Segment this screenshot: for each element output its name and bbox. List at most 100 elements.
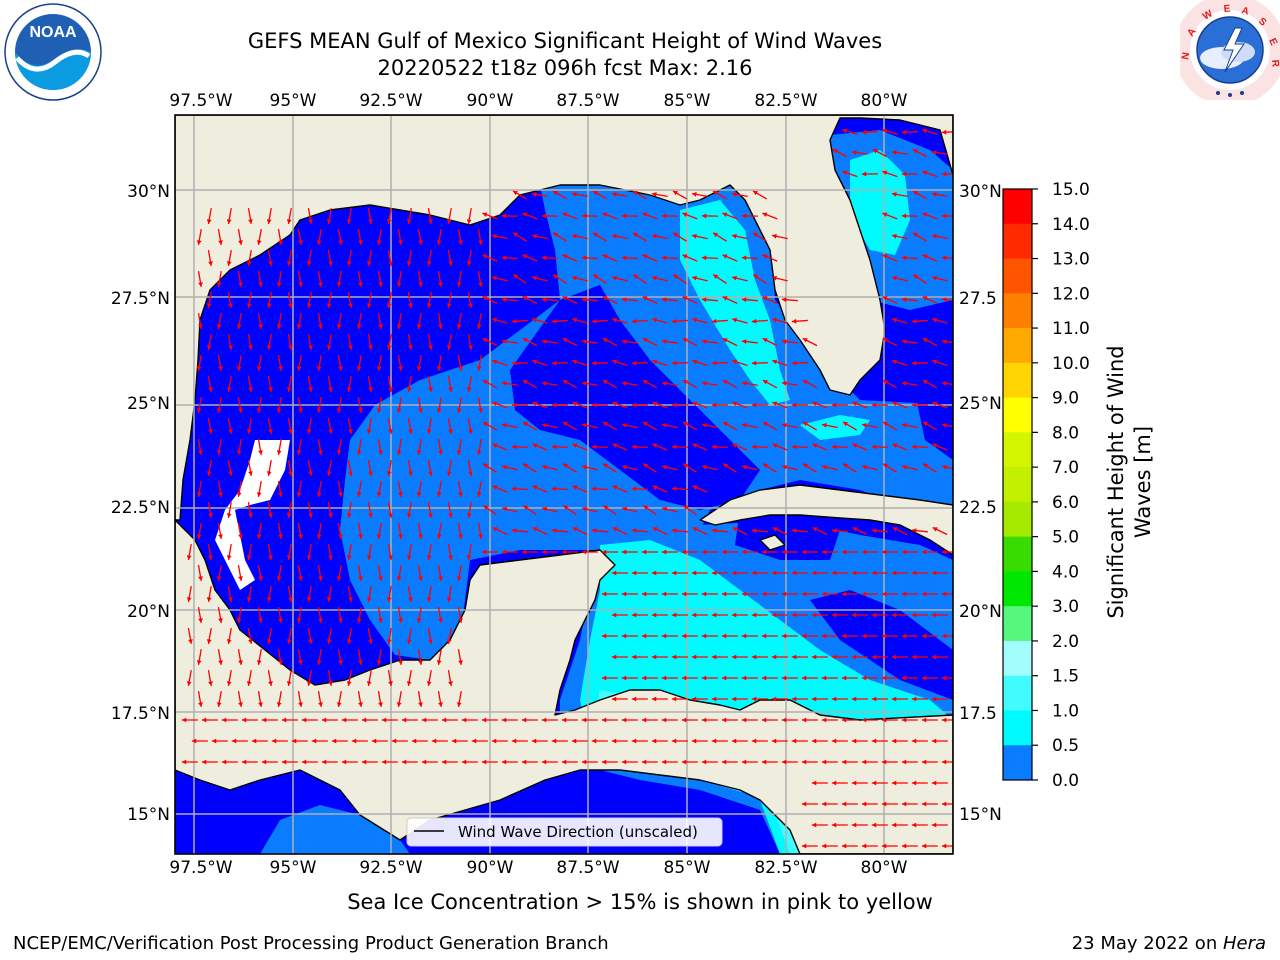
wave-arrow-head bbox=[751, 444, 757, 450]
wave-arrow-head bbox=[791, 696, 797, 702]
wave-arrow-head bbox=[921, 549, 927, 555]
lon-tick-bottom: 92.5°W bbox=[359, 858, 422, 878]
wave-arrow-head bbox=[436, 660, 442, 665]
wave-arrow-head bbox=[398, 240, 403, 245]
wave-arrow-head bbox=[651, 738, 657, 744]
wave-arrow-head bbox=[601, 591, 607, 597]
wave-arrow-head bbox=[843, 463, 849, 469]
wave-arrow-head bbox=[652, 527, 658, 532]
wave-arrow-head bbox=[522, 421, 528, 427]
wave-arrow-head bbox=[426, 597, 432, 602]
wave-arrow-head bbox=[358, 660, 363, 665]
lon-tick-top: 85°W bbox=[664, 91, 711, 111]
wave-arrow-head bbox=[761, 717, 767, 723]
wave-arrow-head bbox=[346, 513, 352, 518]
colorbar-segment bbox=[1003, 501, 1032, 538]
wave-arrow-head bbox=[318, 576, 323, 581]
wave-arrow-head bbox=[751, 570, 757, 576]
wave-arrow-head bbox=[351, 738, 357, 744]
wave-arrow-head bbox=[901, 129, 907, 135]
wave-arrow-head bbox=[842, 421, 848, 427]
wave-arrow-head bbox=[328, 429, 333, 434]
wave-arrow-head bbox=[761, 633, 767, 639]
wave-arrow-head bbox=[673, 232, 679, 238]
wave-arrow-head bbox=[562, 254, 568, 259]
wave-arrow-head bbox=[561, 759, 567, 765]
wave-arrow-head bbox=[306, 681, 312, 686]
wave-arrow-head bbox=[572, 317, 578, 323]
wave-arrow-head bbox=[751, 402, 757, 408]
wave-arrow-head bbox=[396, 702, 402, 707]
lat-tick-right: 15°N bbox=[959, 805, 1002, 825]
wave-arrow-head bbox=[671, 654, 677, 660]
wave-arrow-head bbox=[871, 696, 877, 702]
wave-arrow-head bbox=[711, 612, 717, 618]
wave-arrow-head bbox=[642, 338, 648, 343]
wave-arrow-head bbox=[671, 402, 677, 408]
wave-arrow-head bbox=[581, 255, 587, 261]
wave-arrow-head bbox=[931, 780, 937, 786]
wave-arrow-head bbox=[398, 534, 403, 539]
wave-arrow-head bbox=[701, 255, 707, 261]
wave-arrow-head bbox=[581, 549, 587, 555]
lon-tick-bottom: 97.5°W bbox=[169, 858, 232, 878]
wave-arrow-head bbox=[358, 408, 363, 413]
wave-arrow-head bbox=[932, 275, 937, 281]
wave-arrow-head bbox=[641, 759, 647, 765]
wave-arrow-head bbox=[721, 717, 727, 723]
wave-arrow-head bbox=[501, 549, 507, 555]
wave-arrow-head bbox=[266, 345, 272, 350]
wave-arrow-head bbox=[662, 422, 667, 428]
wave-arrow-head bbox=[532, 485, 538, 490]
wave-arrow-head bbox=[458, 366, 463, 371]
wave-arrow-head bbox=[481, 549, 487, 555]
wave-arrow-head bbox=[256, 492, 262, 497]
wave-arrow-head bbox=[338, 492, 343, 497]
wave-arrow-head bbox=[368, 513, 373, 518]
wave-arrow-head bbox=[241, 717, 247, 723]
wave-arrow-head bbox=[281, 717, 287, 723]
wave-arrow-head bbox=[396, 408, 402, 413]
wave-arrow-head bbox=[241, 759, 247, 765]
wave-band-0-0.5-center bbox=[510, 285, 760, 510]
wave-arrow-head bbox=[206, 219, 212, 224]
wave-arrow-head bbox=[478, 534, 483, 539]
lat-tick-left: 15°N bbox=[127, 805, 170, 825]
wave-arrow-head bbox=[882, 380, 888, 385]
wave-arrow-head bbox=[451, 738, 457, 744]
wave-arrow-head bbox=[671, 360, 677, 366]
wave-arrow-head bbox=[682, 380, 688, 385]
wave-arrow-head bbox=[861, 801, 867, 807]
wave-arrow-head bbox=[291, 738, 297, 744]
lat-ticks-right: 30°N 27.5 25°N 22.5 20°N 17.5 15°N bbox=[959, 182, 1002, 825]
wave-arrow-head bbox=[286, 513, 292, 518]
wave-arrow-head bbox=[522, 338, 528, 343]
wave-arrow-head bbox=[692, 317, 698, 323]
wave-arrow-head bbox=[266, 219, 272, 224]
wave-arrow-head bbox=[181, 717, 187, 723]
wave-arrow-head bbox=[941, 759, 947, 765]
wave-arrow-head bbox=[216, 576, 222, 581]
wave-arrow-head bbox=[631, 402, 637, 408]
svg-text:R: R bbox=[1269, 59, 1280, 68]
wave-arrow-head bbox=[226, 555, 232, 560]
wave-arrow-head bbox=[831, 822, 837, 828]
wave-arrow-head bbox=[791, 738, 797, 744]
wave-arrow-head bbox=[841, 549, 847, 555]
wave-arrow-head bbox=[851, 570, 857, 576]
wave-arrow-head bbox=[842, 170, 848, 176]
wave-arrow-head bbox=[513, 274, 519, 279]
lat-tick-left: 20°N bbox=[127, 602, 170, 622]
wave-arrow-head bbox=[753, 274, 759, 279]
wave-arrow-head bbox=[208, 681, 213, 686]
wave-arrow-head bbox=[221, 717, 227, 723]
wave-arrow-head bbox=[306, 597, 312, 602]
wave-arrow-head bbox=[781, 759, 787, 765]
wave-arrow-head bbox=[572, 443, 578, 448]
wave-arrow-head bbox=[882, 170, 888, 176]
wave-arrow-head bbox=[592, 191, 598, 196]
wave-arrow-head bbox=[692, 401, 698, 407]
wave-arrow-head bbox=[266, 597, 272, 602]
wave-arrow-head bbox=[358, 702, 363, 707]
wave-arrow-head bbox=[296, 366, 302, 371]
